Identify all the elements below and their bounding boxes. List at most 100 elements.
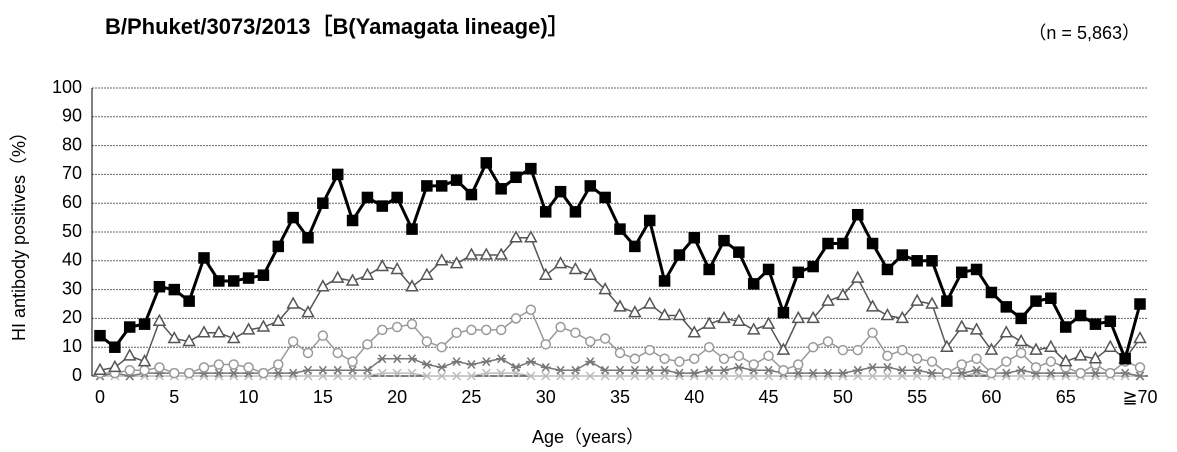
marker [643,214,656,227]
marker [494,247,508,260]
marker [881,263,894,276]
marker [555,365,566,375]
marker [377,324,388,336]
marker [510,171,522,184]
marker [806,310,820,324]
marker [540,339,551,350]
marker [704,365,715,375]
marker [421,336,433,347]
marker [273,368,284,378]
marker [347,365,358,375]
marker [109,341,121,353]
marker [1075,367,1086,379]
marker [422,371,432,381]
x-tick-label: 35 [610,387,630,407]
marker [926,356,938,367]
marker [1015,312,1027,325]
marker [644,344,655,356]
marker [956,359,967,370]
y-tick-label: 100 [52,77,82,97]
x-tick-label: 55 [907,387,927,407]
marker [585,336,596,347]
marker [672,307,687,321]
marker [122,348,137,361]
marker [614,347,626,359]
marker [258,367,269,379]
marker [984,342,999,355]
marker [481,368,491,378]
marker [985,286,998,299]
marker [496,354,507,364]
x-tick-label: 10 [239,387,259,407]
marker [1090,368,1101,378]
series-line [100,308,1141,375]
marker [406,223,418,235]
marker [822,237,834,250]
y-axis-label: HI antibody positives（%） [9,123,29,341]
marker [450,174,463,186]
x-axis-label: Age（years） [532,427,644,447]
marker [807,260,819,273]
marker [167,331,182,344]
marker [479,247,494,260]
marker [436,362,447,372]
x-tick-label: 5 [169,387,179,407]
x-tick-label: 40 [684,387,704,407]
marker [526,371,536,381]
marker [852,365,863,375]
marker [511,362,521,372]
marker [955,266,968,279]
marker [362,365,373,375]
x-tick-label: 65 [1056,387,1076,407]
marker [777,306,790,319]
marker [1119,352,1131,365]
marker [228,368,239,378]
marker [242,272,255,284]
marker [347,356,358,367]
marker [629,240,641,253]
marker [1089,318,1102,330]
marker [287,336,299,347]
marker [330,270,345,283]
x-tick-label: 20 [387,387,407,407]
marker [1120,368,1131,378]
marker [969,322,984,335]
marker [761,316,776,329]
marker [1133,331,1147,344]
marker [198,252,210,264]
marker [674,356,685,367]
marker [734,371,744,381]
marker [1105,367,1116,379]
marker [139,364,150,376]
y-tick-label: 90 [62,106,82,126]
marker [302,232,314,244]
marker [702,316,716,329]
marker [585,371,595,381]
x-tick-label: 45 [759,387,779,407]
marker [970,263,983,276]
marker [332,365,343,375]
marker [539,206,552,218]
marker [1059,321,1072,333]
marker [599,333,611,344]
series-line [99,357,1141,377]
marker [1074,309,1087,322]
marker [213,275,225,287]
marker [733,350,745,362]
marker [629,365,640,375]
marker [925,296,939,309]
marker [93,362,107,375]
marker [926,255,938,267]
marker [1029,342,1043,355]
marker [197,325,211,338]
marker [198,362,210,373]
marker [256,319,271,332]
marker [882,362,893,372]
marker [525,162,537,175]
marker [614,223,626,235]
marker [1103,339,1118,352]
marker [182,333,196,347]
marker [495,183,507,195]
marker [466,324,477,336]
marker [866,237,879,250]
